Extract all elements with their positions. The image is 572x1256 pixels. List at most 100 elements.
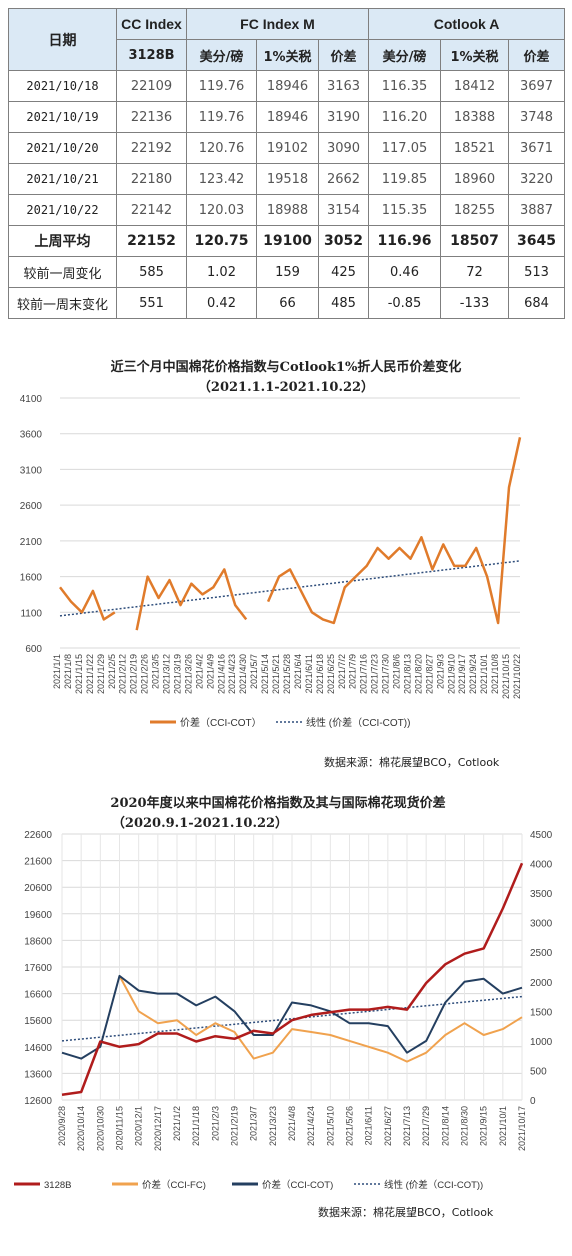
- y-left-tick-label: 18600: [24, 936, 52, 947]
- cell-fc-tariff: 18946: [256, 101, 319, 133]
- cell-fc-cents: 1.02: [186, 256, 257, 288]
- x-tick-label: 2021/5/28: [282, 654, 292, 694]
- x-tick-label: 2021/2/19: [129, 654, 139, 694]
- subheader-fc-cents: 美分/磅: [186, 39, 257, 71]
- cell-ct-cents: 119.85: [368, 163, 442, 195]
- subheader-fc-tariff: 1%关税: [256, 39, 319, 71]
- x-tick-label: 2021/1/29: [96, 654, 106, 694]
- x-tick-label: 2021/1/1: [52, 654, 62, 689]
- cell-fc-cents: 119.76: [186, 70, 257, 102]
- x-tick-label: 2021/9/3: [435, 654, 445, 689]
- cell-cc: 22109: [116, 70, 187, 102]
- x-tick-label: 2020/11/15: [115, 1106, 125, 1150]
- x-tick-label: 2021/6/18: [315, 654, 325, 694]
- x-tick-label: 2021/6/11: [304, 654, 314, 693]
- x-tick-label: 2021/9/10: [446, 654, 456, 694]
- x-tick-label: 2021/5/21: [271, 654, 281, 694]
- x-tick-label: 2021/8/27: [424, 654, 434, 694]
- x-tick-label: 2021/8/6: [392, 654, 402, 689]
- y-left-tick-label: 16600: [24, 990, 52, 1001]
- cell-date: 2021/10/18: [8, 70, 117, 102]
- header-date: 日期: [8, 8, 117, 71]
- cell-fc-diff: 425: [317, 256, 370, 288]
- cell-fc-diff: 485: [317, 287, 370, 319]
- x-tick-label: 2021/9/15: [479, 1106, 489, 1146]
- x-tick-label: 2021/8/20: [413, 654, 423, 694]
- cell-ct-tariff: -133: [440, 287, 510, 319]
- chart1-subtitle: （2021.1.1-2021.10.22）: [197, 380, 375, 395]
- table-row: 2021/10/18 22109 119.76 18946 3163 116.35 1841…: [8, 70, 566, 102]
- cell-ct-diff: 3748: [508, 101, 566, 133]
- chart1-title: 近三个月中国棉花价格指数与Cotlook1%折人民币价差变化: [110, 360, 462, 375]
- cell-ct-diff: 3671: [508, 132, 566, 164]
- x-tick-label: 2021/3/12: [162, 654, 172, 694]
- x-tick-label: 2021/5/26: [345, 1106, 355, 1146]
- x-tick-label: 2021/7/30: [381, 654, 391, 694]
- x-tick-label: 2021/3/5: [151, 654, 161, 689]
- table-row-average: 上周平均 22152 120.75 19100 3052 116.96 1850…: [8, 225, 566, 257]
- y-left-tick-label: 15600: [24, 1016, 52, 1027]
- cell-fc-cents: 0.42: [186, 287, 257, 319]
- table-row: 2021/10/22 22142 120.03 18988 3154 115.35 1825…: [8, 194, 566, 226]
- cell-ct-diff: 3645: [508, 225, 566, 257]
- cell-ct-cents: -0.85: [368, 287, 442, 319]
- x-tick-label: 2021/2/26: [140, 654, 150, 694]
- cell-fc-cents: 123.42: [186, 163, 257, 195]
- y-left-tick-label: 12600: [24, 1096, 52, 1107]
- x-tick-label: 2021/10/15: [501, 654, 511, 699]
- cell-ct-diff: 3697: [508, 70, 566, 102]
- y-left-tick-label: 22600: [24, 830, 52, 841]
- x-tick-label: 2021/7/2: [337, 654, 347, 689]
- y-left-tick-label: 13600: [24, 1069, 52, 1080]
- x-tick-label: 2020/10/14: [76, 1106, 86, 1151]
- cotton-index-table: 日期 CC Index FC Index M Cotlook A 3128B 美…: [8, 8, 566, 319]
- x-tick-label: 2021/7/29: [421, 1106, 431, 1146]
- y-left-tick-label: 19600: [24, 910, 52, 921]
- x-tick-label: 2021/1/2: [172, 1106, 182, 1141]
- x-tick-label: 2021/4/24: [306, 1106, 316, 1146]
- header-cc-index: CC Index: [116, 8, 187, 40]
- x-tick-label: 2021/8/14: [440, 1106, 450, 1146]
- cell-ct-tariff: 18388: [440, 101, 510, 133]
- y-right-tick-label: 500: [530, 1066, 547, 1077]
- header-fc-index: FC Index M: [185, 8, 370, 40]
- cell-fc-tariff: 19100: [256, 225, 319, 257]
- table-row: 2021/10/20 22192 120.76 19102 3090 117.05 1852…: [8, 132, 566, 164]
- x-tick-label: 2021/5/10: [325, 1106, 335, 1146]
- y-tick-label: 4100: [20, 394, 43, 405]
- cell-fc-diff: 3052: [317, 225, 370, 257]
- cell-ct-tariff: 18521: [440, 132, 510, 164]
- x-tick-label: 2021/2/3: [210, 1106, 220, 1141]
- table-row-week-change: 较前一周变化 585 1.02 159 425 0.46 72 513: [8, 256, 566, 288]
- cell-ct-tariff: 72: [440, 256, 510, 288]
- x-tick-label: 2021/1/15: [74, 654, 84, 694]
- cell-label: 较前一周变化: [8, 256, 117, 288]
- chart2-subtitle: （2020.9.1-2021.10.22）: [111, 816, 289, 831]
- y-right-tick-label: 2500: [530, 948, 553, 959]
- x-tick-label: 2021/10/1: [498, 1106, 508, 1146]
- cell-date: 2021/10/19: [8, 101, 117, 133]
- cell-label: 较前一周末变化: [8, 287, 117, 319]
- x-tick-label: 2021/9/17: [457, 654, 467, 694]
- y-right-tick-label: 3000: [530, 919, 553, 930]
- cell-cc: 22192: [116, 132, 187, 164]
- y-right-tick-label: 1000: [530, 1037, 553, 1048]
- table-row: 2021/10/19 22136 119.76 18946 3190 116.20 1838…: [8, 101, 566, 133]
- cell-fc-diff: 3090: [317, 132, 370, 164]
- x-tick-label: 2021/4/8: [287, 1106, 297, 1141]
- x-tick-label: 2021/1/18: [191, 1106, 201, 1146]
- x-tick-label: 2021/10/1: [479, 654, 489, 694]
- legend-label: 价差（CCI-COT）: [180, 716, 262, 729]
- x-tick-label: 2021/9/24: [468, 654, 478, 694]
- x-tick-label: 2021/7/9: [348, 654, 358, 689]
- legend-label: 价差（CCI-FC): [142, 1179, 206, 1191]
- x-tick-label: 2021/3/23: [268, 1106, 278, 1146]
- cell-cc: 585: [116, 256, 187, 288]
- x-tick-label: 2021/3/19: [172, 654, 182, 694]
- y-tick-label: 3100: [20, 465, 43, 476]
- x-tick-label: 2020/12/17: [153, 1106, 163, 1151]
- x-tick-label: 2021/2/19: [230, 1106, 240, 1146]
- x-tick-label: 2021/3/26: [183, 654, 193, 694]
- y-tick-label: 1100: [20, 608, 42, 619]
